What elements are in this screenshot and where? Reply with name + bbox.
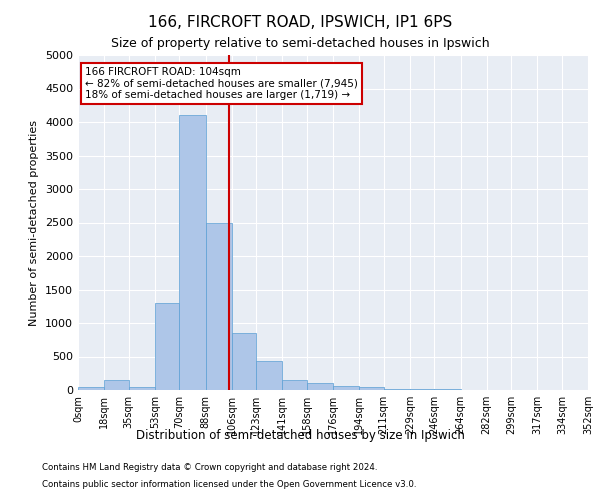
Bar [384,388,410,390]
Bar [333,386,359,390]
Bar [282,380,307,390]
Text: Size of property relative to semi-detached houses in Ipswich: Size of property relative to semi-detach… [110,38,490,51]
Bar [129,386,155,390]
Bar [359,386,384,390]
Text: Contains HM Land Registry data © Crown copyright and database right 2024.: Contains HM Land Registry data © Crown c… [42,464,377,472]
Bar [155,303,179,390]
Bar [104,380,129,390]
Bar [256,361,282,390]
Text: 166, FIRCROFT ROAD, IPSWICH, IP1 6PS: 166, FIRCROFT ROAD, IPSWICH, IP1 6PS [148,15,452,30]
Text: Contains public sector information licensed under the Open Government Licence v3: Contains public sector information licen… [42,480,416,489]
Bar [179,116,206,390]
Y-axis label: Number of semi-detached properties: Number of semi-detached properties [29,120,40,326]
Bar [205,222,232,390]
Bar [78,386,104,390]
Bar [232,333,256,390]
Text: 166 FIRCROFT ROAD: 104sqm
← 82% of semi-detached houses are smaller (7,945)
18% : 166 FIRCROFT ROAD: 104sqm ← 82% of semi-… [85,67,358,100]
Bar [307,382,333,390]
Text: Distribution of semi-detached houses by size in Ipswich: Distribution of semi-detached houses by … [136,430,464,442]
